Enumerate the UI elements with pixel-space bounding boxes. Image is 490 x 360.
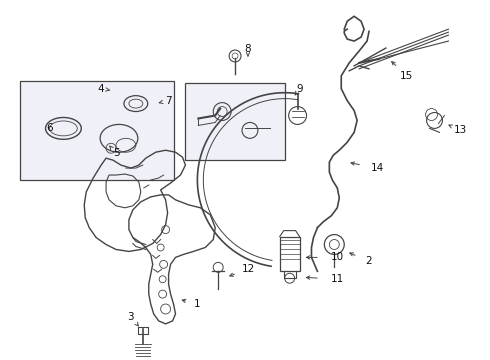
Text: 7: 7 xyxy=(165,96,172,105)
Text: 14: 14 xyxy=(370,163,384,173)
Text: 8: 8 xyxy=(245,44,251,54)
Bar xyxy=(20,81,173,180)
Text: 15: 15 xyxy=(400,71,414,81)
Text: 2: 2 xyxy=(366,256,372,266)
Text: 1: 1 xyxy=(194,299,201,309)
Text: 6: 6 xyxy=(46,123,53,134)
Bar xyxy=(185,83,285,160)
Text: 13: 13 xyxy=(454,125,467,135)
Text: 5: 5 xyxy=(113,148,120,158)
Text: 12: 12 xyxy=(242,264,255,274)
Text: 10: 10 xyxy=(331,252,344,262)
Bar xyxy=(280,237,299,271)
Text: 3: 3 xyxy=(127,312,134,322)
Text: 4: 4 xyxy=(98,84,104,94)
Text: 9: 9 xyxy=(296,84,303,94)
Text: 11: 11 xyxy=(331,274,344,284)
